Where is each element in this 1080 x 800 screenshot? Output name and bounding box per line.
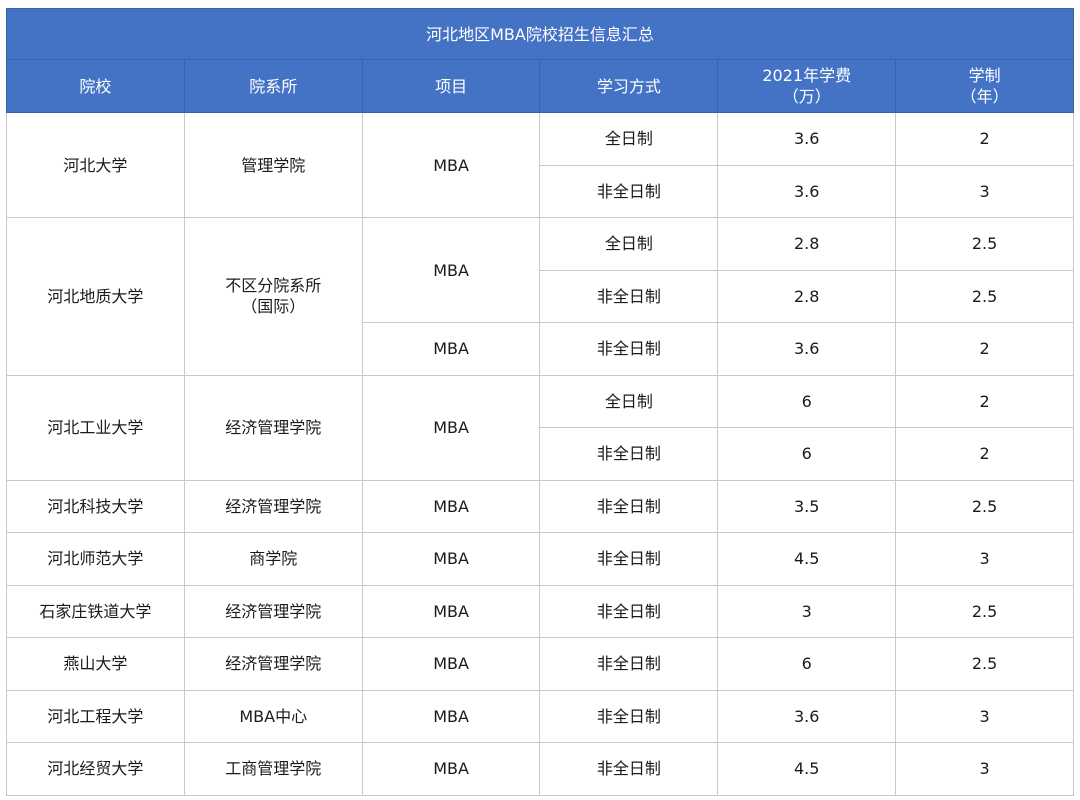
dept-cell: 经济管理学院	[183, 584, 363, 638]
school-cell: 河北地质大学	[6, 217, 185, 376]
fee-cell: 6	[717, 374, 897, 428]
years-cell: 2	[895, 374, 1074, 428]
years-cell: 2.5	[895, 637, 1074, 691]
header-fee-line1: 2021年学费	[762, 66, 852, 85]
school-cell: 河北经贸大学	[6, 742, 185, 796]
school-cell: 河北大学	[6, 112, 185, 218]
program-cell: MBA	[361, 584, 541, 638]
header-mode: 学习方式	[539, 59, 719, 113]
years-cell: 3	[895, 532, 1074, 586]
header-fee: 2021年学费 （万）	[717, 59, 897, 113]
header-program: 项目	[361, 59, 541, 113]
table-title: 河北地区MBA院校招生信息汇总	[6, 8, 1074, 60]
years-cell: 2	[895, 322, 1074, 376]
dept-cell: 工商管理学院	[183, 742, 363, 796]
table-row: 河北工业大学 经济管理学院 MBA 全日制 6 2	[6, 374, 1074, 481]
program-cell: MBA	[361, 637, 541, 691]
dept-cell: 经济管理学院	[183, 637, 363, 691]
fee-cell: 2.8	[717, 217, 897, 271]
school-cell: 河北工程大学	[6, 689, 185, 743]
years-cell: 2	[895, 112, 1074, 166]
program-cell: MBA	[361, 479, 541, 533]
table-row: MBA 非全日制 3.6 2	[7, 322, 1074, 376]
fee-cell: 4.5	[717, 742, 897, 796]
dept-cell: 经济管理学院	[183, 479, 363, 533]
table-row: 河北工程大学 MBA中心 MBA 非全日制 3.6 3	[6, 689, 1074, 743]
table-row: 燕山大学 经济管理学院 MBA 非全日制 6 2.5	[6, 637, 1074, 691]
fee-cell: 3.6	[717, 164, 897, 218]
program-cell: MBA	[361, 374, 541, 481]
years-cell: 3	[895, 742, 1074, 796]
table-row: 非全日制 3.6 3	[7, 164, 1074, 218]
fee-cell: 3.6	[717, 322, 897, 376]
fee-cell: 6	[717, 427, 897, 481]
program-cell: MBA	[361, 112, 541, 218]
table-row: 非全日制 2.8 2.5	[7, 269, 1074, 323]
mode-cell: 非全日制	[539, 479, 719, 533]
dept-cell: MBA中心	[183, 689, 363, 743]
header-years-line1: 学制	[968, 66, 1001, 85]
years-cell: 2.5	[895, 584, 1074, 638]
table-row: 河北师范大学 商学院 MBA 非全日制 4.5 3	[6, 532, 1074, 586]
fee-cell: 3.6	[717, 112, 897, 166]
program-cell: MBA	[361, 689, 541, 743]
mode-cell: 非全日制	[539, 742, 719, 796]
dept-cell: 商学院	[183, 532, 363, 586]
mode-cell: 非全日制	[539, 689, 719, 743]
fee-cell: 3.6	[717, 689, 897, 743]
table-row: 石家庄铁道大学 经济管理学院 MBA 非全日制 3 2.5	[6, 584, 1074, 638]
header-years: 学制 （年）	[895, 59, 1074, 113]
header-dept: 院系所	[183, 59, 363, 113]
table-row: 河北大学 管理学院 MBA 全日制 3.6 2	[6, 112, 1074, 218]
table-row: 河北经贸大学 工商管理学院 MBA 非全日制 4.5 3	[6, 742, 1074, 796]
dept-cell: 经济管理学院	[183, 374, 363, 481]
header-school: 院校	[6, 59, 185, 113]
fee-cell: 3	[717, 584, 897, 638]
fee-cell: 2.8	[717, 269, 897, 323]
years-cell: 2.5	[895, 217, 1074, 271]
school-cell: 河北工业大学	[6, 374, 185, 481]
school-cell: 石家庄铁道大学	[6, 584, 185, 638]
mode-cell: 非全日制	[539, 584, 719, 638]
program-cell: MBA	[361, 742, 541, 796]
header-fee-unit: （万）	[782, 87, 831, 106]
table-row: 河北科技大学 经济管理学院 MBA 非全日制 3.5 2.5	[6, 479, 1074, 533]
table-row: 河北地质大学 不区分院系所 （国际） MBA 全日制 2.8 2.5	[6, 217, 1074, 376]
mode-cell: 全日制	[539, 374, 719, 428]
mode-cell: 非全日制	[539, 164, 719, 218]
program-cell: MBA	[361, 217, 541, 323]
mode-cell: 非全日制	[539, 322, 719, 376]
fee-cell: 6	[717, 637, 897, 691]
dept-line1: 不区分院系所	[225, 276, 322, 296]
program-cell: MBA	[361, 322, 541, 376]
fee-cell: 4.5	[717, 532, 897, 586]
program-cell: MBA	[361, 532, 541, 586]
school-cell: 河北师范大学	[6, 532, 185, 586]
years-cell: 3	[895, 164, 1074, 218]
school-cell: 河北科技大学	[6, 479, 185, 533]
table-row: 非全日制 6 2	[7, 427, 1074, 481]
fee-cell: 3.5	[717, 479, 897, 533]
mode-cell: 全日制	[539, 112, 719, 166]
years-cell: 3	[895, 689, 1074, 743]
mode-cell: 非全日制	[539, 269, 719, 323]
mba-table: 河北地区MBA院校招生信息汇总 院校 院系所 项目 学习方式 2021年学费 （万…	[6, 8, 1074, 796]
dept-cell: 管理学院	[183, 112, 363, 218]
years-cell: 2	[895, 427, 1074, 481]
dept-cell: 不区分院系所 （国际）	[183, 217, 363, 376]
dept-line2: （国际）	[241, 297, 306, 317]
school-cell: 燕山大学	[6, 637, 185, 691]
mode-cell: 非全日制	[539, 532, 719, 586]
mode-cell: 全日制	[539, 217, 719, 271]
mode-cell: 非全日制	[539, 637, 719, 691]
header-years-unit: （年）	[960, 87, 1009, 106]
years-cell: 2.5	[895, 269, 1074, 323]
mode-cell: 非全日制	[539, 427, 719, 481]
years-cell: 2.5	[895, 479, 1074, 533]
